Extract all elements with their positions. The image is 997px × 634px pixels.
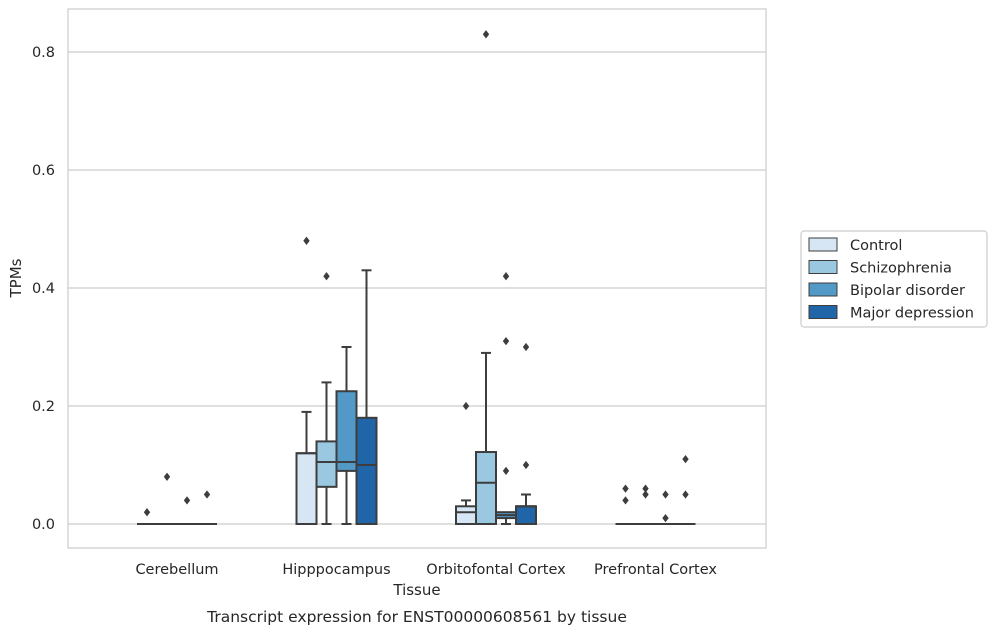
legend-frame xyxy=(800,230,988,328)
box xyxy=(157,472,177,525)
box xyxy=(675,454,696,525)
outlier-point xyxy=(522,460,530,470)
legend-item: Bipolar disorder xyxy=(808,282,965,299)
outlier-point xyxy=(203,490,211,499)
legend-label: Schizophrenia xyxy=(850,261,952,277)
box xyxy=(635,484,656,525)
legend-item: Control xyxy=(808,237,902,254)
outlier-point xyxy=(303,236,310,245)
outlier-point xyxy=(642,490,649,499)
outlier-point xyxy=(502,466,510,476)
y-tick-labels: 0.0 0.2 0.4 0.6 0.8 xyxy=(32,45,55,533)
box xyxy=(655,490,676,525)
legend-swatch xyxy=(808,282,838,297)
box-body xyxy=(335,390,358,472)
outlier-point xyxy=(502,336,510,346)
box xyxy=(515,342,537,525)
legend-item: Schizophrenia xyxy=(808,260,952,277)
outlier-point xyxy=(462,401,470,411)
box xyxy=(355,269,378,525)
outlier-point xyxy=(622,496,629,505)
legend-item: Major depression xyxy=(808,305,974,322)
gridlines xyxy=(68,51,766,525)
outlier-point xyxy=(662,490,669,499)
plot-frame xyxy=(67,8,767,549)
outlier-point xyxy=(143,508,151,517)
outlier-point xyxy=(682,490,689,499)
box xyxy=(495,272,517,525)
outlier-point xyxy=(522,342,530,352)
outlier-point xyxy=(622,484,629,493)
outlier-point xyxy=(323,272,330,281)
legend-label: Control xyxy=(850,238,902,254)
box-body xyxy=(515,505,537,525)
outlier-point xyxy=(163,472,171,481)
x-axis-label: Tissue xyxy=(392,581,440,599)
box-body xyxy=(295,452,318,526)
box xyxy=(197,490,217,525)
legend-swatch xyxy=(808,260,838,274)
x-tick-label: Hipppocampus xyxy=(282,562,390,578)
box xyxy=(137,508,157,525)
legend-label: Major depression xyxy=(850,306,974,322)
outlier-point xyxy=(502,272,510,281)
outlier-point xyxy=(642,484,649,493)
box-body xyxy=(315,440,338,488)
box-groups xyxy=(137,30,696,526)
box xyxy=(335,346,358,525)
legend-label: Bipolar disorder xyxy=(850,283,965,299)
box xyxy=(615,484,636,525)
y-tick-label: 0.2 xyxy=(32,399,55,415)
x-tick-labels: Cerebellum Hipppocampus Orbitofontal Corte… xyxy=(135,562,717,578)
box xyxy=(295,236,318,526)
box xyxy=(455,401,477,525)
outlier-point xyxy=(183,496,191,505)
outlier-point xyxy=(662,513,669,523)
x-tick-label: Orbitofontal Cortex xyxy=(426,562,566,578)
box-body xyxy=(475,451,497,525)
legend: Control Schizophrenia Bipolar disorder Majo… xyxy=(800,230,988,328)
box-body xyxy=(455,505,477,525)
x-tick-label: Prefrontal Cortex xyxy=(594,562,717,578)
y-tick-label: 0.4 xyxy=(32,281,55,297)
y-tick-label: 0.0 xyxy=(32,517,55,533)
chart-title: Transcript expression for ENST0000060856… xyxy=(206,608,627,626)
outlier-point xyxy=(682,454,689,464)
x-tick-label: Cerebellum xyxy=(135,562,218,578)
box xyxy=(315,272,338,525)
box xyxy=(475,30,497,525)
legend-swatch xyxy=(808,305,838,319)
y-tick-label: 0.6 xyxy=(32,163,55,179)
y-tick-label: 0.8 xyxy=(32,45,55,61)
box-body xyxy=(355,416,378,525)
legend-swatch xyxy=(808,237,838,252)
outlier-point xyxy=(482,30,490,39)
y-axis-label: TPMs xyxy=(7,258,25,298)
box xyxy=(177,496,197,525)
